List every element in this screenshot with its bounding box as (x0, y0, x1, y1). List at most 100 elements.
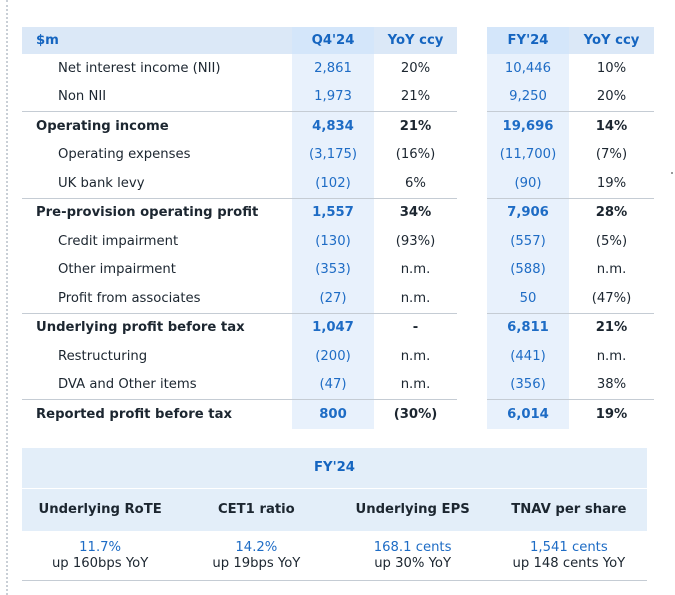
fy-yoy: 28% (569, 197, 654, 227)
fy-value: 19,696 (487, 111, 569, 141)
fy-yoy: n.m. (596, 262, 627, 278)
column-gap (457, 54, 487, 83)
fy-yoy: 10% (596, 60, 627, 76)
row-label: Non NII (58, 89, 107, 105)
fy-value: (356) (487, 370, 569, 400)
q4-value: 1,557 (292, 197, 374, 227)
fy-value: (11,700) (487, 140, 569, 169)
kpi-label: CET1 ratio (178, 489, 335, 531)
row-label: Profit from associates (58, 290, 201, 306)
q4-yoy: (16%) (395, 147, 436, 163)
fy-value: (90) (487, 169, 569, 198)
kpi-value: 1,541 cents (530, 540, 608, 555)
q4-value: (200) (292, 342, 374, 371)
kpi-label-row: Underlying RoTE CET1 ratio Underlying EPS T… (22, 488, 647, 531)
row-label: Other impairment (58, 262, 176, 278)
fy-value: (557) (487, 227, 569, 256)
kpi-cell: 1,541 cents up 148 cents YoY (491, 531, 647, 580)
kpi-change: up 30% YoY (374, 556, 452, 571)
kpi-label: TNAV per share (490, 489, 647, 531)
q4-value: 1,973 (292, 82, 374, 112)
row-label: Underlying profit before tax (22, 312, 292, 342)
kpi-value-row: 11.7% up 160bps YoY 14.2% up 19bps YoY 168.1… (22, 531, 647, 580)
fy-yoy: 38% (596, 377, 627, 393)
fy-yoy: 19% (569, 399, 654, 429)
row-label: DVA and Other items (58, 377, 197, 393)
row-label: UK bank levy (58, 175, 145, 191)
q4-value: 1,047 (292, 312, 374, 342)
column-gap (457, 313, 487, 342)
row-label: Pre-provision operating profit (22, 197, 292, 227)
q4-yoy: 21% (400, 89, 431, 105)
q4-value: 4,834 (292, 111, 374, 141)
column-gap (457, 111, 487, 141)
row-label: Operating income (22, 111, 292, 141)
stray-mark (671, 172, 673, 174)
q4-yoy: n.m. (400, 262, 431, 278)
table-row: Non NII 1,973 21% 9,250 20% (22, 82, 654, 112)
q4-yoy: n.m. (400, 290, 431, 306)
income-statement-table: $m Q4'24 YoY ccy FY'24 YoY ccy Net interest i… (22, 27, 654, 429)
table-row: Reported profit before tax 800 (30%) 6,014 1… (22, 399, 654, 429)
kpi-value: 168.1 cents (373, 540, 452, 555)
q4-value: 2,861 (292, 54, 374, 83)
kpi-cell: 14.2% up 19bps YoY (178, 531, 334, 580)
q4-value: (47) (292, 370, 374, 400)
table-row: Credit impairment (130) (93%) (557) (5%) (22, 227, 654, 256)
q4-value: (130) (292, 227, 374, 256)
column-gap (457, 27, 487, 54)
table-row: Restructuring (200) n.m. (441) n.m. (22, 342, 654, 371)
column-gap (457, 227, 487, 256)
header-fy-yoy: YoY ccy (569, 27, 654, 54)
kpi-panel: FY'24 Underlying RoTE CET1 ratio Underlyin… (22, 448, 647, 586)
left-dotted-rule (6, 0, 8, 595)
q4-yoy: 20% (400, 60, 431, 76)
fy-yoy: 21% (569, 312, 654, 342)
column-gap (457, 342, 487, 371)
kpi-change: up 148 cents YoY (512, 556, 626, 571)
q4-value: 800 (292, 399, 374, 429)
kpi-label: Underlying EPS (334, 489, 491, 531)
kpi-title: FY'24 (22, 448, 647, 488)
table-row: Other impairment (353) n.m. (588) n.m. (22, 255, 654, 284)
column-gap (457, 255, 487, 284)
q4-yoy: (30%) (374, 399, 457, 429)
kpi-change: up 160bps YoY (51, 556, 149, 571)
column-gap (457, 399, 487, 429)
fy-value: (588) (487, 255, 569, 284)
fy-yoy: 19% (596, 175, 627, 191)
row-label: Credit impairment (58, 233, 179, 249)
table-row: Operating expenses (3,175) (16%) (11,700) (7… (22, 140, 654, 169)
q4-value: (353) (292, 255, 374, 284)
kpi-value: 14.2% (235, 540, 278, 555)
fy-value: 10,446 (487, 54, 569, 83)
header-q4-yoy: YoY ccy (374, 27, 457, 54)
fy-value: 6,811 (487, 312, 569, 342)
fy-yoy: n.m. (596, 348, 627, 364)
header-unit: $m (22, 27, 292, 54)
fy-yoy: 14% (569, 111, 654, 141)
q4-value: (3,175) (292, 140, 374, 169)
q4-yoy: 6% (405, 175, 426, 191)
row-label: Restructuring (58, 348, 148, 364)
column-gap (457, 284, 487, 313)
column-gap (457, 82, 487, 112)
q4-value: (102) (292, 169, 374, 198)
row-label: Reported profit before tax (22, 399, 292, 429)
fy-value: 9,250 (487, 82, 569, 112)
kpi-change: up 19bps YoY (212, 556, 301, 571)
kpi-cell: 168.1 cents up 30% YoY (335, 531, 491, 580)
table-row: Operating income 4,834 21% 19,696 14% (22, 111, 654, 141)
table-row: Pre-provision operating profit 1,557 34% 7,… (22, 197, 654, 227)
fy-yoy: (47%) (591, 290, 632, 306)
fy-value: 7,906 (487, 197, 569, 227)
table-row: DVA and Other items (47) n.m. (356) 38% (22, 370, 654, 400)
table-row: Underlying profit before tax 1,047-6,811 2… (22, 312, 654, 342)
row-label: Operating expenses (58, 147, 191, 163)
fy-yoy: (7%) (595, 147, 628, 163)
kpi-bottom-rule (22, 580, 647, 581)
header-fy: FY'24 (487, 27, 569, 54)
table-row: Profit from associates (27) n.m. 50 (47%) (22, 284, 654, 313)
column-gap (457, 140, 487, 169)
q4-yoy: 21% (374, 111, 457, 141)
